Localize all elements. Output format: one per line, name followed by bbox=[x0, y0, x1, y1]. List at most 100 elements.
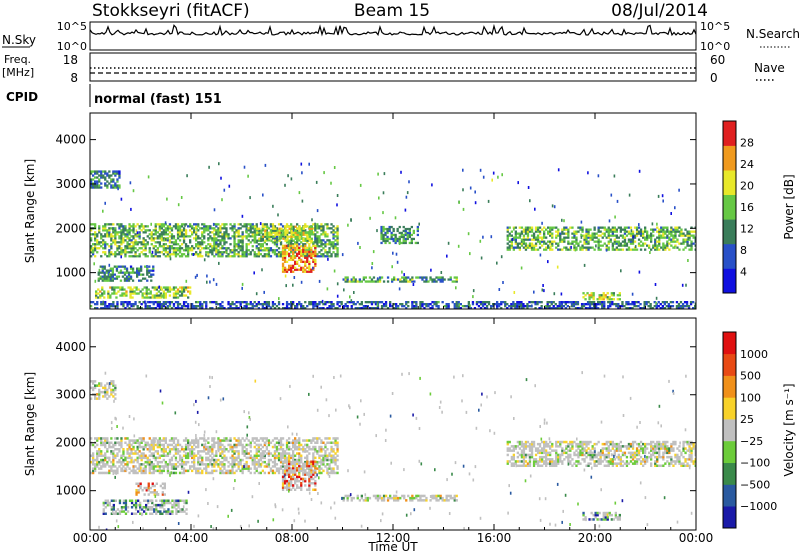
echo-region-2 bbox=[281, 244, 317, 273]
colorbar-swatch bbox=[723, 353, 736, 376]
scatter-points bbox=[93, 162, 696, 309]
y-tick-label: 4000 bbox=[55, 133, 86, 147]
colorbar: 1000 500 100 25 −25 −100 −500 −1000 Velocity [m … bbox=[722, 331, 796, 529]
colorbar-tick-label: 4 bbox=[740, 266, 747, 279]
cpid-program: normal (fast) 151 bbox=[94, 92, 222, 107]
x-tick-label: 04:00 bbox=[174, 531, 209, 545]
x-tick-label: 16:00 bbox=[477, 531, 512, 545]
echo-cells bbox=[90, 162, 696, 309]
x-tick-label: 00:00 bbox=[679, 531, 714, 545]
noise-left-tick-low: 10^0 bbox=[57, 40, 87, 53]
freq-tick-high: 18 bbox=[63, 53, 78, 67]
colorbar-swatch bbox=[723, 440, 736, 463]
echo-region-3 bbox=[380, 225, 419, 245]
colorbar-tick-label: 20 bbox=[740, 180, 754, 193]
x-tick-label: 00:00 bbox=[73, 531, 108, 545]
freq-label-top: Freq. bbox=[4, 53, 31, 66]
y-tick-label: 1000 bbox=[55, 484, 86, 498]
y-tick-label: 1000 bbox=[55, 266, 86, 280]
y-tick-label: 4000 bbox=[55, 340, 86, 354]
colorbar-tick-label: −100 bbox=[740, 457, 770, 470]
frequency-panel: Freq. [MHz] 18 8 60 0 Nave bbox=[2, 52, 785, 85]
noise-panel: N.Sky 10^5 10^0 10^5 10^0 N.Search bbox=[2, 20, 800, 53]
x-tick-label: 08:00 bbox=[275, 531, 310, 545]
colorbar-frame bbox=[722, 120, 737, 294]
echo-region-5 bbox=[90, 380, 117, 400]
colorbar-tick-label: 25 bbox=[740, 413, 754, 426]
colorbar-tick-label: 28 bbox=[740, 137, 754, 150]
colorbar-tick-label: 12 bbox=[740, 223, 754, 236]
colorbar-swatch bbox=[723, 332, 736, 355]
echo-region-7 bbox=[582, 511, 621, 521]
y-axis-label: Slant Range [km] bbox=[23, 372, 37, 476]
colorbar-tick-label: 8 bbox=[740, 244, 747, 257]
y-axis-label: Slant Range [km] bbox=[23, 159, 37, 263]
colorbar-tick-label: −1000 bbox=[740, 500, 777, 513]
data-panel-velocity: 1000 2000 3000 4000 Slant Range [km] 00:00 04:… bbox=[23, 317, 796, 545]
noise-left-label: N.Sky bbox=[2, 33, 36, 47]
x-tick-label: 12:00 bbox=[376, 531, 411, 545]
nave-label: Nave bbox=[754, 61, 785, 75]
colorbar-swatch bbox=[723, 375, 736, 398]
colorbar: 28 24 20 16 12 8 4 Power [dB] bbox=[722, 120, 796, 294]
station-title: Stokkseyri (fitACF) bbox=[92, 1, 250, 21]
echo-region-2 bbox=[102, 499, 188, 515]
y-tick-label: 3000 bbox=[55, 388, 86, 402]
colorbar-swatch bbox=[723, 462, 736, 485]
noise-right-tick-low: 10^0 bbox=[700, 40, 730, 53]
nave-tick-low: 0 bbox=[710, 71, 718, 85]
colorbar-swatch bbox=[723, 397, 736, 420]
colorbar-swatch bbox=[723, 194, 736, 220]
echo-region-7 bbox=[90, 170, 121, 189]
colorbar-swatch bbox=[723, 121, 736, 146]
echo-region-4 bbox=[506, 226, 696, 251]
beam-title: Beam 15 bbox=[354, 1, 430, 21]
colorbar-swatch bbox=[723, 268, 736, 294]
colorbar-tick-label: −25 bbox=[740, 435, 763, 448]
colorbar-tick-label: 1000 bbox=[740, 348, 768, 361]
echo-region-11 bbox=[90, 301, 696, 309]
data-panel-power: 1000 2000 3000 4000 Slant Range [km] 28 24 20 16… bbox=[23, 112, 796, 310]
noise-left-tick-high: 10^5 bbox=[57, 20, 87, 33]
echo-region-0 bbox=[90, 437, 339, 475]
echo-cells bbox=[90, 371, 696, 530]
freq-label-bottom: [MHz] bbox=[2, 66, 34, 79]
y-tick-label: 2000 bbox=[55, 436, 86, 450]
noise-right-tick-high: 10^5 bbox=[700, 20, 730, 33]
date-title: 08/Jul/2014 bbox=[611, 1, 708, 21]
noise-right-label: N.Search bbox=[746, 27, 800, 41]
echo-region-4 bbox=[506, 440, 696, 467]
colorbar-swatch bbox=[723, 145, 736, 171]
colorbar-tick-label: 500 bbox=[740, 370, 761, 383]
colorbar-label: Power [dB] bbox=[782, 174, 796, 239]
colorbar-swatch bbox=[723, 506, 736, 529]
colorbar-swatch bbox=[723, 484, 736, 507]
y-tick-label: 2000 bbox=[55, 221, 86, 235]
colorbar-tick-label: −500 bbox=[740, 478, 770, 491]
colorbar-tick-label: 16 bbox=[740, 201, 754, 214]
x-tick-label: 20:00 bbox=[578, 531, 613, 545]
x-axis-label: Time UT bbox=[367, 540, 418, 554]
echo-region-5 bbox=[95, 286, 162, 299]
echo-region-3 bbox=[135, 482, 166, 496]
cpid-label: CPID bbox=[6, 90, 38, 104]
colorbar-swatch bbox=[723, 170, 736, 195]
colorbar-frame bbox=[722, 331, 737, 529]
colorbar-tick-label: 24 bbox=[740, 158, 754, 171]
y-tick-label: 3000 bbox=[55, 177, 86, 191]
echo-region-9 bbox=[342, 276, 458, 283]
colorbar-swatch bbox=[723, 219, 736, 245]
echo-region-1 bbox=[281, 460, 317, 491]
freq-tick-low: 8 bbox=[70, 71, 78, 85]
echo-region-10 bbox=[582, 292, 621, 301]
noise-sky-series bbox=[89, 23, 697, 37]
echo-region-6 bbox=[160, 286, 192, 299]
colorbar-label: Velocity [m s⁻¹] bbox=[782, 383, 796, 476]
colorbar-tick-label: 100 bbox=[740, 391, 761, 404]
echo-region-0 bbox=[90, 223, 339, 258]
echo-region-8 bbox=[97, 265, 155, 282]
nave-tick-high: 60 bbox=[710, 53, 725, 67]
echo-region-6 bbox=[342, 494, 458, 502]
colorbar-swatch bbox=[723, 419, 736, 442]
